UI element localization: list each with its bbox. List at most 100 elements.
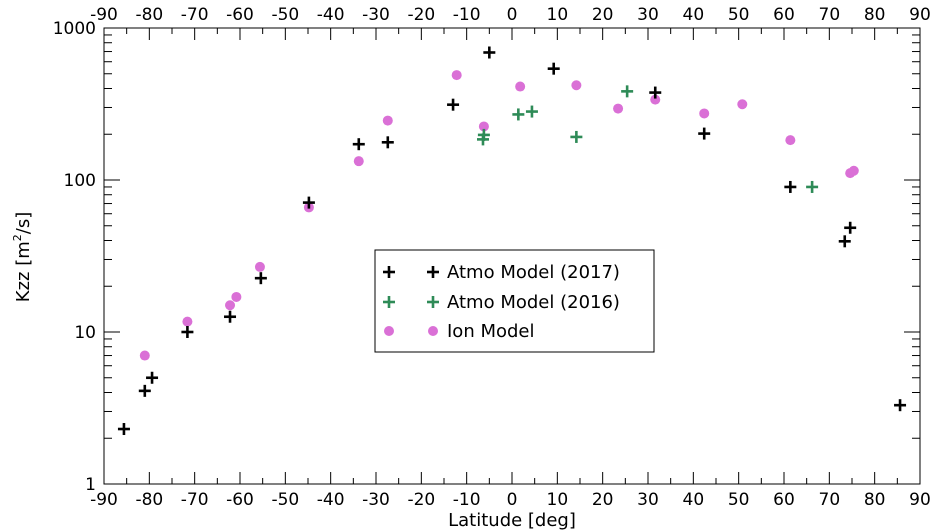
x-tick-label-top: 70 bbox=[819, 5, 841, 25]
legend-item: Ion Model bbox=[384, 321, 535, 342]
data-point-plus bbox=[806, 180, 819, 193]
data-point-circle bbox=[515, 81, 526, 92]
x-tick-label-bottom: 90 bbox=[909, 490, 931, 510]
legend-marker-circle bbox=[384, 326, 394, 336]
data-point-plus bbox=[838, 235, 851, 248]
data-point-circle bbox=[650, 94, 661, 105]
x-tick-label-bottom: 50 bbox=[728, 490, 750, 510]
x-tick-label-top: 80 bbox=[864, 5, 886, 25]
data-point-circle bbox=[451, 70, 462, 81]
y-axis-title: Kzz [m2/s] bbox=[11, 212, 34, 302]
x-tick-label-bottom: 30 bbox=[637, 490, 659, 510]
data-point-plus bbox=[381, 136, 394, 149]
data-point-plus bbox=[117, 423, 130, 436]
y-axis-title-group: Kzz [m2/s] bbox=[11, 212, 34, 302]
data-point-plus bbox=[483, 46, 496, 59]
data-point-circle bbox=[848, 165, 859, 176]
y-axis-title-unit: /s] bbox=[13, 212, 34, 234]
x-tick-label-bottom: 70 bbox=[819, 490, 841, 510]
data-point-plus bbox=[512, 108, 525, 121]
series-ion-model bbox=[139, 70, 859, 361]
data-point-circle bbox=[254, 261, 265, 272]
x-tick-label-bottom: -20 bbox=[407, 490, 435, 510]
x-tick-label-bottom: 80 bbox=[864, 490, 886, 510]
legend-label: Atmo Model (2017) bbox=[447, 262, 620, 283]
x-tick-label-bottom: -90 bbox=[90, 490, 118, 510]
x-tick-label-bottom: -80 bbox=[135, 490, 163, 510]
x-tick-label-top: 0 bbox=[507, 5, 518, 25]
data-point-plus bbox=[525, 105, 538, 118]
x-tick-label-top: 40 bbox=[683, 5, 705, 25]
data-point-plus bbox=[844, 221, 857, 234]
legend-box bbox=[374, 249, 655, 353]
x-tick-label-top: -80 bbox=[135, 5, 163, 25]
legend-marker-plus bbox=[383, 296, 395, 308]
x-tick-label-top: -30 bbox=[362, 5, 390, 25]
data-point-plus bbox=[649, 86, 662, 99]
y-axis-title-main: Kzz [m bbox=[13, 241, 34, 302]
x-tick-label-top: -70 bbox=[181, 5, 209, 25]
legend-label: Ion Model bbox=[447, 321, 535, 342]
x-tick-label-bottom: -50 bbox=[271, 490, 299, 510]
x-tick-label-top: 60 bbox=[773, 5, 795, 25]
data-point-plus bbox=[621, 85, 634, 98]
data-point-circle bbox=[478, 121, 489, 132]
data-point-plus bbox=[570, 130, 583, 143]
y-axis-title-superscript: 2 bbox=[11, 234, 24, 241]
data-point-plus bbox=[698, 127, 711, 140]
data-point-plus bbox=[476, 133, 489, 146]
x-tick-label-top: 30 bbox=[637, 5, 659, 25]
legend-marker-plus bbox=[427, 266, 439, 278]
x-tick-label-top: -60 bbox=[226, 5, 254, 25]
data-point-circle bbox=[699, 108, 710, 119]
axes-layer: -90-90-80-80-70-70-60-60-50-50-40-40-30-… bbox=[53, 5, 931, 510]
x-tick-label-bottom: 60 bbox=[773, 490, 795, 510]
data-point-plus bbox=[447, 98, 460, 111]
data-point-plus bbox=[547, 62, 560, 75]
y-tick-label: 1000 bbox=[53, 19, 96, 39]
legend-marker-circle bbox=[428, 326, 438, 336]
legend-label: Atmo Model (2016) bbox=[447, 292, 620, 313]
data-point-circle bbox=[785, 135, 796, 146]
x-tick-label-bottom: -10 bbox=[453, 490, 481, 510]
x-tick-label-top: -20 bbox=[407, 5, 435, 25]
series-atmo-model-2016 bbox=[476, 85, 819, 193]
legend-marker-plus bbox=[427, 296, 439, 308]
x-tick-label-bottom: 20 bbox=[592, 490, 614, 510]
x-tick-label-bottom: -70 bbox=[181, 490, 209, 510]
data-point-circle bbox=[353, 156, 364, 167]
data-point-plus bbox=[224, 310, 237, 323]
data-point-plus bbox=[254, 272, 267, 285]
x-tick-label-top: 10 bbox=[547, 5, 569, 25]
data-point-plus bbox=[181, 326, 194, 338]
data-point-circle bbox=[182, 316, 193, 327]
data-point-plus bbox=[352, 138, 365, 151]
x-tick-label-top: -50 bbox=[271, 5, 299, 25]
data-point-plus bbox=[784, 180, 797, 193]
x-tick-label-bottom: -60 bbox=[226, 490, 254, 510]
legend: Atmo Model (2017) Atmo Model (2016) Ion Mo… bbox=[374, 249, 655, 353]
data-point-plus bbox=[146, 371, 159, 384]
x-axis-title: Latitude [deg] bbox=[448, 510, 576, 531]
data-point-circle bbox=[225, 300, 236, 311]
x-tick-label-top: 90 bbox=[909, 5, 931, 25]
x-tick-label-top: 20 bbox=[592, 5, 614, 25]
x-tick-label-bottom: 0 bbox=[507, 490, 518, 510]
data-point-circle bbox=[231, 291, 242, 302]
data-point-plus bbox=[138, 384, 151, 397]
data-point-circle bbox=[737, 99, 748, 110]
data-point-plus bbox=[302, 196, 315, 209]
legend-item: Atmo Model (2017) bbox=[383, 262, 620, 283]
data-point-circle bbox=[571, 80, 582, 91]
y-tick-label: 100 bbox=[64, 171, 96, 191]
data-layer bbox=[117, 46, 907, 436]
y-tick-label: 1 bbox=[85, 475, 96, 495]
data-point-circle bbox=[382, 115, 393, 126]
x-tick-label-top: -10 bbox=[453, 5, 481, 25]
legend-item: Atmo Model (2016) bbox=[383, 292, 620, 313]
x-tick-label-top: 50 bbox=[728, 5, 750, 25]
y-tick-label: 10 bbox=[74, 323, 96, 343]
legend-marker-plus bbox=[383, 266, 395, 278]
